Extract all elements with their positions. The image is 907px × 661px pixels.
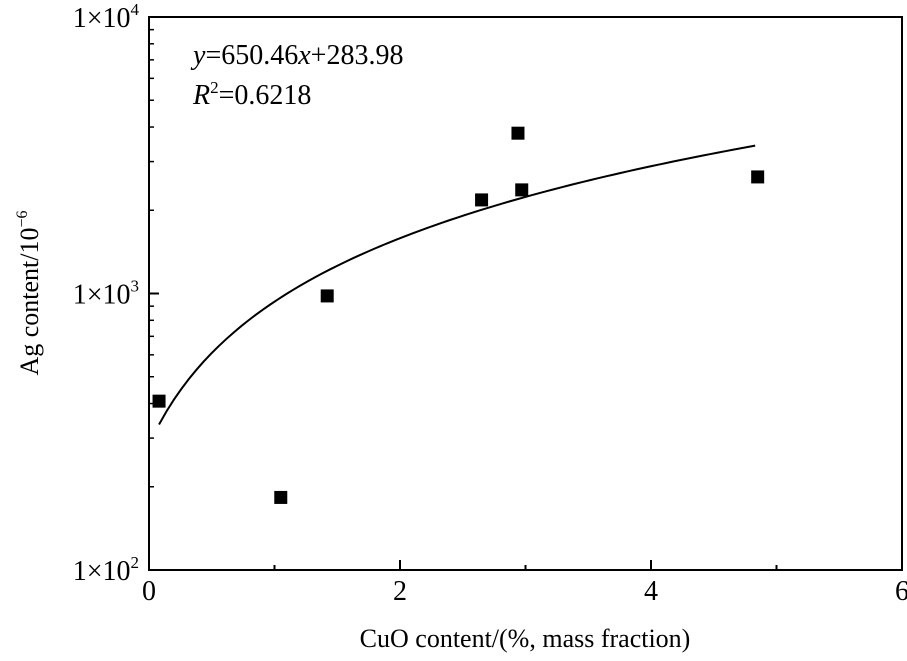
y-axis-label: Ag content/10−6 [14, 210, 44, 375]
r-squared: R2=0.6218 [192, 78, 311, 111]
fit-curve [158, 144, 756, 425]
data-points [152, 126, 765, 504]
y-tick-mantissa: 1×10 [73, 3, 131, 34]
fit-equation: y=650.46x+283.98 [190, 40, 403, 71]
equation-y-var: y [190, 40, 206, 71]
equation-slope: =650.46 [205, 40, 298, 71]
x-axis-label: CuO content/(%, mass fraction) [360, 624, 691, 653]
y-tick-label: 1×102 [73, 553, 139, 587]
data-point [152, 394, 166, 408]
x-axis-ticks: 0 2 4 6 [142, 560, 907, 607]
y-tick-exponent: 3 [131, 277, 140, 296]
y-axis-label-exponent: −6 [14, 210, 31, 227]
y-axis-label-base: Ag content/10 [15, 228, 44, 376]
equation-x-var: x [297, 40, 311, 71]
x-tick-label: 6 [895, 576, 907, 607]
data-point [274, 490, 288, 504]
r-squared-var: R [192, 80, 210, 111]
y-tick-label: 1×103 [73, 277, 139, 311]
x-tick-label: 2 [393, 576, 407, 607]
x-tick-label: 4 [644, 576, 658, 607]
y-tick-label: 1×104 [73, 0, 140, 34]
data-point [320, 289, 334, 303]
equation-intercept: +283.98 [311, 40, 404, 71]
data-point [475, 193, 489, 207]
y-tick-mantissa: 1×10 [73, 280, 131, 311]
y-tick-exponent: 4 [131, 0, 140, 19]
y-tick-exponent: 2 [131, 553, 140, 572]
x-tick-label: 0 [142, 576, 156, 607]
data-point [751, 170, 765, 184]
y-tick-mantissa: 1×10 [73, 556, 131, 587]
r-squared-exp: 2 [210, 78, 219, 97]
data-point [515, 183, 529, 197]
r-squared-value: =0.6218 [219, 80, 312, 111]
data-point [511, 126, 525, 140]
